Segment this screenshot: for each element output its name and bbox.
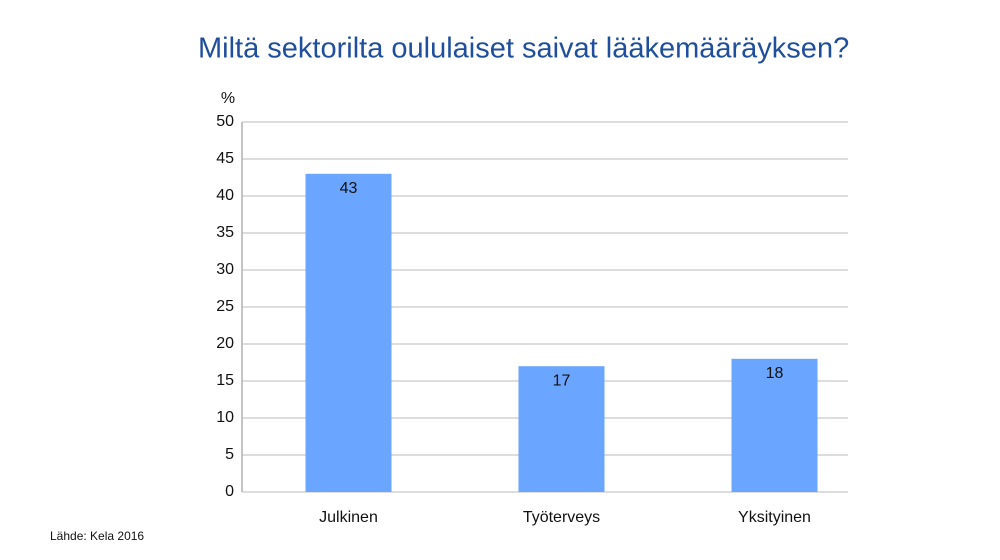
value-label: 43 — [340, 180, 358, 197]
y-axis-label: % — [221, 90, 235, 107]
value-label: 17 — [553, 372, 571, 389]
chart-title: Miltä sektorilta oululaiset saivat lääke… — [198, 33, 849, 65]
x-tick-label: Julkinen — [319, 509, 378, 526]
y-tick-label: 25 — [216, 298, 234, 315]
y-tick-label: 20 — [216, 335, 234, 352]
source-note: Lähde: Kela 2016 — [50, 529, 144, 543]
x-tick-label: Yksityinen — [738, 509, 811, 526]
y-tick-label: 50 — [216, 113, 234, 130]
value-label: 18 — [766, 365, 784, 382]
y-tick-label: 10 — [216, 409, 234, 426]
y-tick-label: 0 — [225, 483, 234, 500]
y-tick-label: 15 — [216, 372, 234, 389]
y-tick-label: 5 — [225, 446, 234, 463]
y-tick-label: 45 — [216, 150, 234, 167]
bar — [305, 173, 392, 493]
x-tick-label: Työterveys — [523, 509, 600, 526]
y-tick-label: 35 — [216, 224, 234, 241]
bar — [731, 358, 818, 492]
y-tick-label: 40 — [216, 187, 234, 204]
y-tick-label: 30 — [216, 261, 234, 278]
bar — [518, 366, 605, 492]
